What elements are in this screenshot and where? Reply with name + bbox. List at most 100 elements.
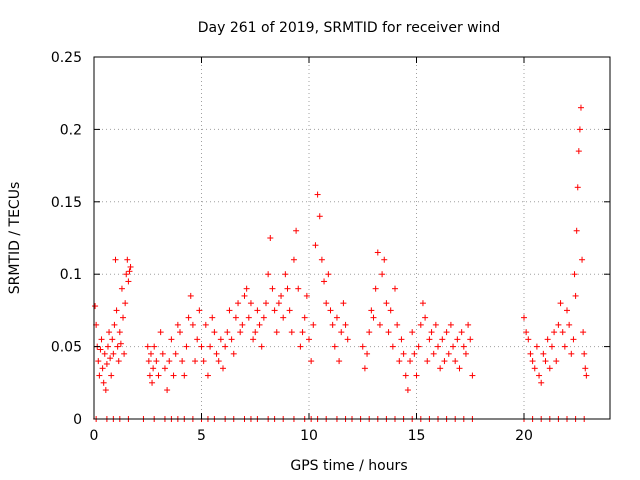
data-point [415, 343, 422, 350]
data-point [538, 379, 545, 386]
data-point [290, 256, 297, 263]
data-point [303, 292, 310, 299]
data-point [109, 336, 116, 343]
data-point [146, 372, 153, 379]
data-point [301, 314, 308, 321]
data-point [145, 358, 152, 365]
data-point [127, 263, 134, 270]
data-point [202, 321, 209, 328]
data-point [194, 336, 201, 343]
data-point [250, 336, 257, 343]
grid [94, 57, 610, 419]
x-tick-label: 0 [90, 428, 99, 444]
data-point [452, 358, 459, 365]
y-axis-label: SRMTID / TECUs [7, 182, 23, 295]
data-point [443, 329, 450, 336]
data-point [521, 314, 527, 321]
data-point [247, 300, 254, 307]
data-point [333, 314, 340, 321]
data-point [581, 350, 588, 357]
data-point [102, 387, 109, 394]
data-point [189, 321, 196, 328]
data-point [323, 300, 330, 307]
data-point [174, 321, 181, 328]
data-point [166, 358, 173, 365]
data-point [125, 278, 132, 285]
data-point [379, 271, 386, 278]
data-point [204, 372, 211, 379]
data-point [260, 314, 267, 321]
data-point [580, 329, 587, 336]
data-point [338, 329, 345, 336]
data-point [220, 365, 226, 372]
data-point [99, 365, 106, 372]
data-point [435, 343, 441, 350]
data-point [574, 184, 581, 191]
data-point [531, 365, 538, 372]
data-point [293, 227, 300, 234]
data-point [583, 372, 590, 379]
data-point [179, 358, 186, 365]
data-point [469, 372, 476, 379]
data-point [381, 256, 388, 263]
x-tick-label: 20 [515, 428, 533, 444]
data-point [211, 329, 218, 336]
data-point [97, 346, 104, 353]
data-point [409, 329, 416, 336]
data-point [209, 314, 216, 321]
data-point [340, 300, 347, 307]
data-point [241, 292, 248, 299]
data-point [366, 329, 373, 336]
data-point [222, 343, 229, 350]
data-point [155, 372, 162, 379]
data-point [582, 365, 589, 372]
axis-ticks [93, 56, 610, 420]
data-point [445, 350, 452, 357]
data-point [252, 329, 259, 336]
data-point [422, 314, 429, 321]
data-point [430, 350, 437, 357]
plot-frame [93, 56, 611, 420]
data-point [523, 329, 530, 336]
data-point [282, 271, 289, 278]
data-point [407, 358, 414, 365]
data-point [118, 285, 125, 292]
data-point [312, 242, 319, 249]
data-point [413, 372, 420, 379]
data-point [113, 307, 120, 314]
data-point [126, 268, 133, 275]
data-point [150, 365, 157, 372]
data-point [265, 271, 272, 278]
data-point [213, 350, 220, 357]
data-point [398, 336, 405, 343]
data-point [200, 358, 207, 365]
data-point [527, 350, 534, 357]
y-tick-label: 0 [73, 412, 82, 428]
data-point [555, 321, 562, 328]
data-point [573, 227, 580, 234]
data-point [207, 343, 214, 350]
data-point [101, 350, 108, 357]
data-point [325, 271, 332, 278]
data-point [383, 300, 390, 307]
data-point [147, 350, 154, 357]
data-point [456, 365, 463, 372]
data-point [115, 358, 122, 365]
data-point [551, 329, 558, 336]
data-point [465, 321, 472, 328]
y-tick-label: 0.25 [51, 50, 82, 66]
data-point [428, 329, 435, 336]
data-point [344, 336, 351, 343]
data-point [269, 285, 276, 292]
data-point [546, 365, 553, 372]
data-point [540, 350, 547, 357]
data-point [92, 303, 99, 310]
data-point [107, 355, 114, 362]
data-point [120, 314, 127, 321]
data-point [318, 256, 325, 263]
data-point [168, 336, 175, 343]
data-point [121, 350, 128, 357]
y-tick-label: 0.15 [51, 195, 82, 211]
data-point [467, 336, 474, 343]
data-point [273, 329, 280, 336]
